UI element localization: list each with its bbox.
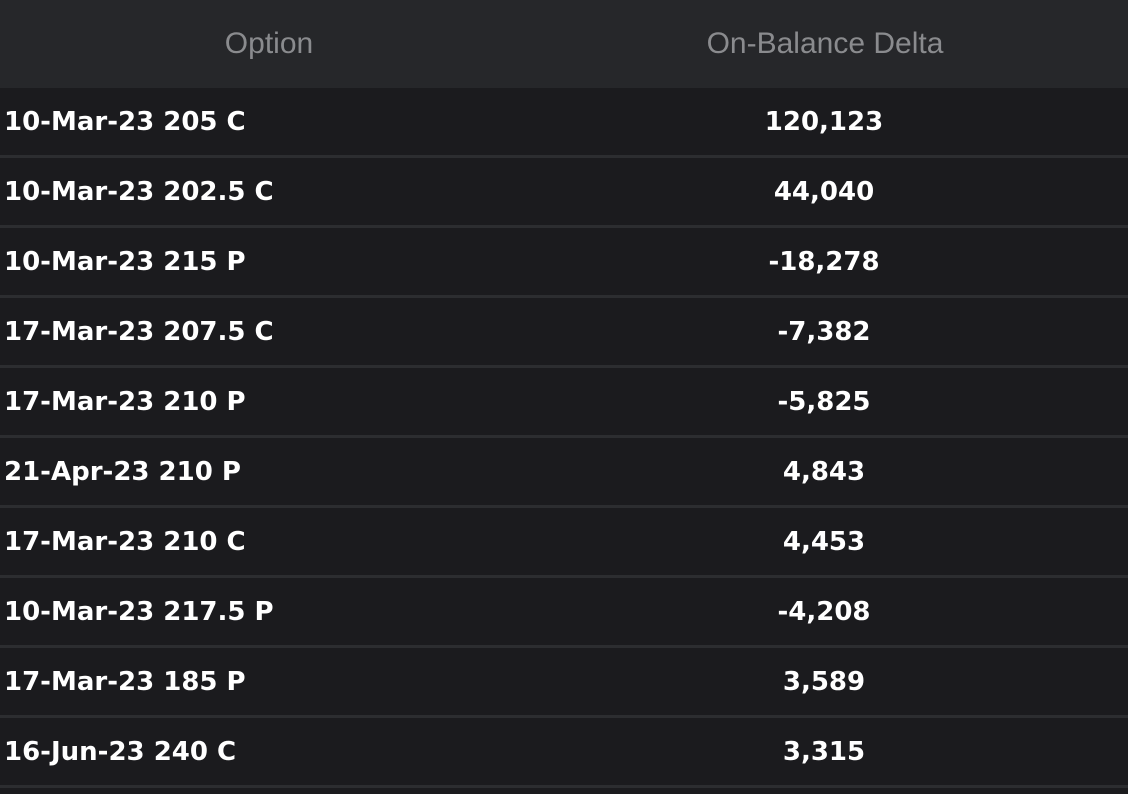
delta-cell: -18,278: [768, 246, 880, 277]
table-row[interactable]: 17-Mar-23 207.5 C -7,382: [0, 298, 1128, 368]
delta-cell: 120,123: [764, 106, 884, 137]
table-row[interactable]: 10-Mar-23 202.5 C 44,040: [0, 158, 1128, 228]
option-cell: 10-Mar-23 217.5 P: [4, 596, 274, 627]
table-row[interactable]: 17-Mar-23 210 P -5,825: [0, 368, 1128, 438]
option-cell: 17-Mar-23 210 C: [4, 526, 246, 557]
option-cell: 21-Apr-23 210 P: [4, 456, 241, 487]
option-cell: 17-Mar-23 210 P: [4, 386, 246, 417]
option-cell: 16-Jun-23 240 C: [4, 736, 237, 767]
table-header: Option On-Balance Delta: [0, 0, 1128, 88]
delta-cell: -5,825: [777, 386, 871, 417]
delta-cell: 3,589: [782, 666, 866, 697]
delta-cell: 44,040: [773, 176, 875, 207]
header-on-balance-delta[interactable]: On-Balance Delta: [706, 27, 944, 60]
option-cell: 10-Mar-23 205 C: [4, 106, 246, 137]
table-row[interactable]: 10-Mar-23 205 C 120,123: [0, 88, 1128, 158]
table-row[interactable]: 17-Mar-23 210 C 4,453: [0, 508, 1128, 578]
delta-cell: -7,382: [777, 316, 871, 347]
table-row[interactable]: 17-Mar-23 185 P 3,589: [0, 648, 1128, 718]
option-cell: 17-Mar-23 207.5 C: [4, 316, 274, 347]
delta-cell: 4,453: [782, 526, 866, 557]
table-row[interactable]: 16-Jun-23 240 C 3,315: [0, 718, 1128, 788]
delta-cell: 4,843: [782, 456, 866, 487]
delta-cell: 3,315: [782, 736, 866, 767]
option-cell: 10-Mar-23 202.5 C: [4, 176, 274, 207]
table-row[interactable]: 10-Mar-23 217.5 P -4,208: [0, 578, 1128, 648]
table-row[interactable]: 21-Apr-23 210 P 4,843: [0, 438, 1128, 508]
option-cell: 17-Mar-23 185 P: [4, 666, 246, 697]
option-cell: 10-Mar-23 215 P: [4, 246, 246, 277]
header-option[interactable]: Option: [224, 27, 314, 60]
table-row[interactable]: 10-Mar-23 215 P -18,278: [0, 228, 1128, 298]
delta-cell: -4,208: [777, 596, 871, 627]
